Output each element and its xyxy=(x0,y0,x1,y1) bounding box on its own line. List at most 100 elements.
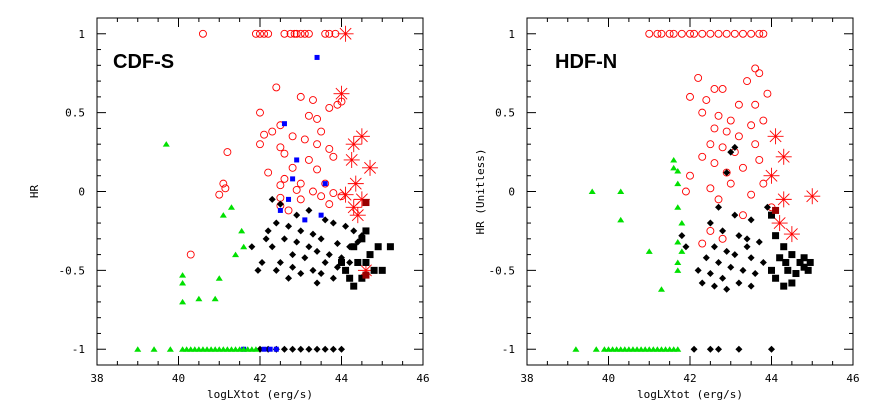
square-point xyxy=(362,199,370,207)
circle-point xyxy=(251,29,260,38)
diamond-point xyxy=(759,258,767,266)
diamond-point xyxy=(710,243,718,251)
circle-point xyxy=(698,29,707,38)
diamond-point xyxy=(751,270,759,278)
diamond-point xyxy=(305,345,313,353)
square-point xyxy=(350,243,358,251)
circle-point xyxy=(276,193,285,202)
diamond-point xyxy=(297,270,305,278)
asterisk-point xyxy=(337,186,354,203)
square-point xyxy=(378,266,386,274)
circle-point xyxy=(223,148,232,157)
circle-point xyxy=(288,132,297,141)
diamond-point xyxy=(321,345,329,353)
triangle-point xyxy=(674,259,682,265)
panel-cdf-s: 38 40 42 44 46 -1 -0.5 0 0.5 1 CDF-S logLXtot (er… xyxy=(28,17,430,401)
triangle-point xyxy=(211,295,219,302)
diamond-point xyxy=(706,219,714,227)
circle-point xyxy=(653,29,662,38)
triangle-point xyxy=(215,275,223,281)
series-squares xyxy=(338,227,394,290)
diamond-point xyxy=(293,211,301,219)
circle-point xyxy=(645,29,654,38)
circle-point xyxy=(264,29,273,38)
circle-point xyxy=(286,29,295,38)
diamond-point xyxy=(739,266,747,274)
circle-point xyxy=(296,29,305,38)
series-triangles xyxy=(134,141,260,352)
circle-point xyxy=(221,184,230,193)
circle-point xyxy=(677,29,686,38)
asterisk-point xyxy=(345,199,362,216)
diamond-point xyxy=(293,238,301,246)
square-point xyxy=(772,232,780,240)
diamond-point xyxy=(329,274,337,282)
tick-marks xyxy=(96,18,424,365)
asterisk-point xyxy=(337,25,354,42)
data-points xyxy=(572,29,821,353)
circle-point xyxy=(325,200,334,209)
diamond-point xyxy=(735,345,743,353)
square-point xyxy=(780,282,788,290)
square-point xyxy=(796,258,804,266)
triangle-point xyxy=(195,295,203,302)
asterisk-point xyxy=(333,85,350,102)
tick-marks xyxy=(526,18,854,365)
diamond-point xyxy=(719,227,727,235)
square-point xyxy=(804,266,812,274)
circle-point xyxy=(296,92,305,101)
square-point xyxy=(267,346,273,352)
diamond-point xyxy=(280,345,288,353)
circle-point xyxy=(256,108,264,117)
circle-point xyxy=(730,29,739,38)
series-asterisks xyxy=(333,25,379,279)
triangle-point xyxy=(674,204,682,210)
square-point xyxy=(784,266,792,274)
square-point xyxy=(370,266,378,274)
diamond-point xyxy=(258,258,266,266)
diamond-point xyxy=(254,266,262,274)
diamond-point xyxy=(321,258,329,266)
series-blue-squares xyxy=(241,54,328,352)
circle-point xyxy=(665,29,674,38)
circle-point xyxy=(329,189,338,198)
diamond-point xyxy=(706,270,714,278)
circle-point xyxy=(755,69,764,78)
diamond-point xyxy=(682,243,690,251)
triangle-point xyxy=(592,346,600,352)
asterisk-point xyxy=(362,159,379,176)
triangle-point xyxy=(674,180,682,187)
y-tick-label: -0.5 xyxy=(59,264,86,277)
square-point xyxy=(788,279,796,287)
diamond-point xyxy=(285,274,293,282)
circle-point xyxy=(747,121,756,130)
diamond-point xyxy=(313,279,321,287)
diamond-point xyxy=(297,227,305,235)
asterisk-point xyxy=(804,188,821,205)
diamond-point xyxy=(747,216,755,224)
circle-point xyxy=(309,96,317,104)
triangle-point xyxy=(617,216,625,223)
circle-point xyxy=(698,239,707,248)
circle-point xyxy=(694,73,703,82)
square-point xyxy=(768,266,775,274)
diamond-point xyxy=(313,247,321,255)
triangle-point xyxy=(670,164,678,171)
circle-point xyxy=(726,179,735,188)
triangle-point xyxy=(162,141,170,147)
circle-point xyxy=(268,127,277,136)
tick-labels: 38 40 42 44 46 -1 -0.5 0 0.5 1 xyxy=(59,28,430,385)
diamond-point xyxy=(297,345,305,353)
circle-point xyxy=(706,226,715,235)
diamond-point xyxy=(276,258,284,266)
circle-point xyxy=(714,111,723,120)
circle-point xyxy=(280,29,289,38)
circle-point xyxy=(706,29,715,38)
triangle-point xyxy=(232,251,240,258)
panel-hdf-n: 38 40 42 44 46 -1 -0.5 0 0.5 1 HDF-N logLXtot (er… xyxy=(474,17,860,401)
diamond-point xyxy=(325,251,333,259)
circle-point xyxy=(739,211,747,220)
circle-point xyxy=(763,89,772,98)
circle-point xyxy=(219,179,228,188)
square-point xyxy=(374,243,382,251)
